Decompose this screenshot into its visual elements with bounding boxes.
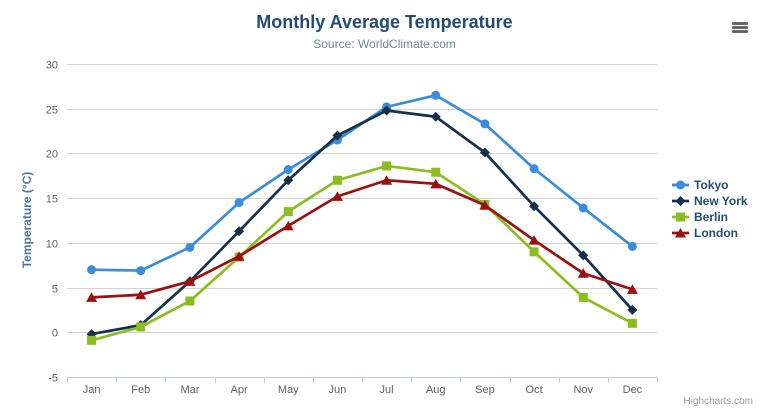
data-point-berlin-oct[interactable] — [529, 247, 539, 257]
data-point-london-dec[interactable] — [626, 284, 638, 294]
data-point-london-apr[interactable] — [233, 251, 245, 261]
x-axis-tick-label: Apr — [231, 384, 248, 396]
legend-marker-berlin[interactable] — [676, 212, 685, 222]
x-axis-tick-label: Oct — [526, 384, 543, 396]
x-axis-tick-label: May — [278, 384, 299, 396]
y-axis-tick-label: 25 — [46, 105, 58, 117]
export-menu-button[interactable] — [728, 16, 752, 38]
y-axis-tick-label: 30 — [46, 60, 58, 72]
y-axis-tick-label: 20 — [46, 149, 58, 161]
x-axis-tick-label: Jun — [329, 384, 347, 396]
legend-label: London — [694, 226, 738, 240]
data-point-tokyo-apr[interactable] — [234, 198, 244, 208]
data-point-london-nov[interactable] — [577, 268, 589, 278]
data-point-tokyo-sep[interactable] — [480, 119, 490, 129]
legend-label: New York — [694, 194, 748, 208]
square-marker-icon — [672, 212, 689, 222]
series-line-new-york[interactable] — [90, 109, 634, 336]
x-axis-tick-label: Feb — [131, 384, 150, 396]
data-point-london-jun[interactable] — [331, 191, 343, 201]
data-point-tokyo-dec[interactable] — [627, 241, 637, 251]
x-axis-tick-label: Mar — [180, 384, 199, 396]
x-axis-tick-label: Aug — [426, 384, 446, 396]
data-point-tokyo-aug[interactable] — [431, 90, 441, 100]
legend-item-tokyo[interactable]: Tokyo — [672, 177, 748, 193]
legend-item-london[interactable]: London — [672, 225, 748, 241]
legend-marker-new-york[interactable] — [675, 196, 686, 206]
data-point-berlin-jul[interactable] — [382, 161, 392, 171]
data-point-berlin-aug[interactable] — [431, 167, 441, 177]
series-new-york — [86, 105, 638, 340]
data-point-london-feb[interactable] — [135, 289, 147, 300]
y-axis-tick-label: 15 — [46, 194, 58, 206]
hamburger-icon — [732, 21, 748, 34]
series-london — [86, 175, 638, 302]
data-point-tokyo-oct[interactable] — [529, 164, 539, 174]
diamond-marker-icon — [672, 196, 689, 206]
x-axis-tick-label: Dec — [623, 384, 643, 396]
data-point-london-mar[interactable] — [184, 276, 196, 286]
series-tokyo — [87, 90, 637, 276]
legend-label: Berlin — [694, 210, 729, 224]
y-axis-tick-label: -5 — [48, 373, 58, 385]
legend-item-berlin[interactable]: Berlin — [672, 209, 748, 225]
data-point-new-york-may[interactable] — [283, 175, 294, 186]
series-berlin — [87, 161, 637, 345]
data-point-tokyo-jan[interactable] — [87, 265, 97, 275]
legend-label: Tokyo — [694, 178, 729, 192]
data-point-london-oct[interactable] — [528, 235, 540, 245]
x-axis-tick-label: Nov — [573, 384, 593, 396]
data-point-tokyo-feb[interactable] — [136, 266, 146, 276]
chart-title: Monthly Average Temperature — [256, 12, 513, 32]
data-point-berlin-jan[interactable] — [87, 335, 97, 345]
data-point-new-york-sep[interactable] — [479, 147, 490, 158]
legend-item-new-york[interactable]: New York — [672, 193, 748, 209]
data-point-new-york-jun[interactable] — [332, 130, 343, 141]
x-axis-tick-label: Jan — [83, 384, 101, 396]
data-point-berlin-mar[interactable] — [185, 296, 195, 306]
data-point-berlin-feb[interactable] — [136, 322, 146, 332]
triangle-marker-icon — [672, 228, 689, 238]
data-point-new-york-apr[interactable] — [234, 226, 245, 237]
series-line-london[interactable] — [90, 178, 634, 299]
data-point-tokyo-mar[interactable] — [185, 242, 195, 252]
data-point-new-york-dec[interactable] — [627, 304, 638, 315]
chart-subtitle: Source: WorldClimate.com — [313, 37, 456, 51]
data-point-new-york-aug[interactable] — [430, 111, 441, 122]
data-point-london-jan[interactable] — [86, 292, 98, 302]
data-point-berlin-nov[interactable] — [578, 292, 588, 302]
data-point-tokyo-may[interactable] — [283, 165, 293, 175]
data-point-berlin-jun[interactable] — [332, 175, 342, 185]
data-point-new-york-jul[interactable] — [381, 105, 392, 116]
circle-marker-icon — [672, 180, 689, 190]
data-point-london-sep[interactable] — [479, 200, 491, 210]
data-point-new-york-nov[interactable] — [578, 250, 589, 261]
data-point-berlin-may[interactable] — [283, 207, 293, 217]
credits-label[interactable]: Highcharts.com — [683, 396, 753, 407]
y-axis-tick-label: 10 — [46, 239, 58, 251]
legend-marker-tokyo[interactable] — [676, 180, 685, 190]
data-point-new-york-oct[interactable] — [529, 201, 540, 212]
legend: Tokyo New York Berlin London — [672, 177, 748, 241]
data-point-tokyo-nov[interactable] — [578, 203, 588, 213]
data-point-london-may[interactable] — [282, 220, 294, 231]
x-axis-tick-label: Sep — [475, 384, 495, 396]
y-axis-title: Temperature (°C) — [20, 171, 34, 269]
y-axis-tick-label: 0 — [52, 328, 58, 340]
data-point-london-jul[interactable] — [381, 175, 393, 185]
y-axis-tick-label: 5 — [52, 284, 58, 296]
data-point-london-aug[interactable] — [430, 178, 442, 189]
legend-marker-london[interactable] — [675, 228, 686, 238]
series-line-berlin[interactable] — [90, 164, 634, 342]
x-axis-tick-label: Jul — [380, 384, 394, 396]
data-point-berlin-dec[interactable] — [627, 318, 637, 328]
